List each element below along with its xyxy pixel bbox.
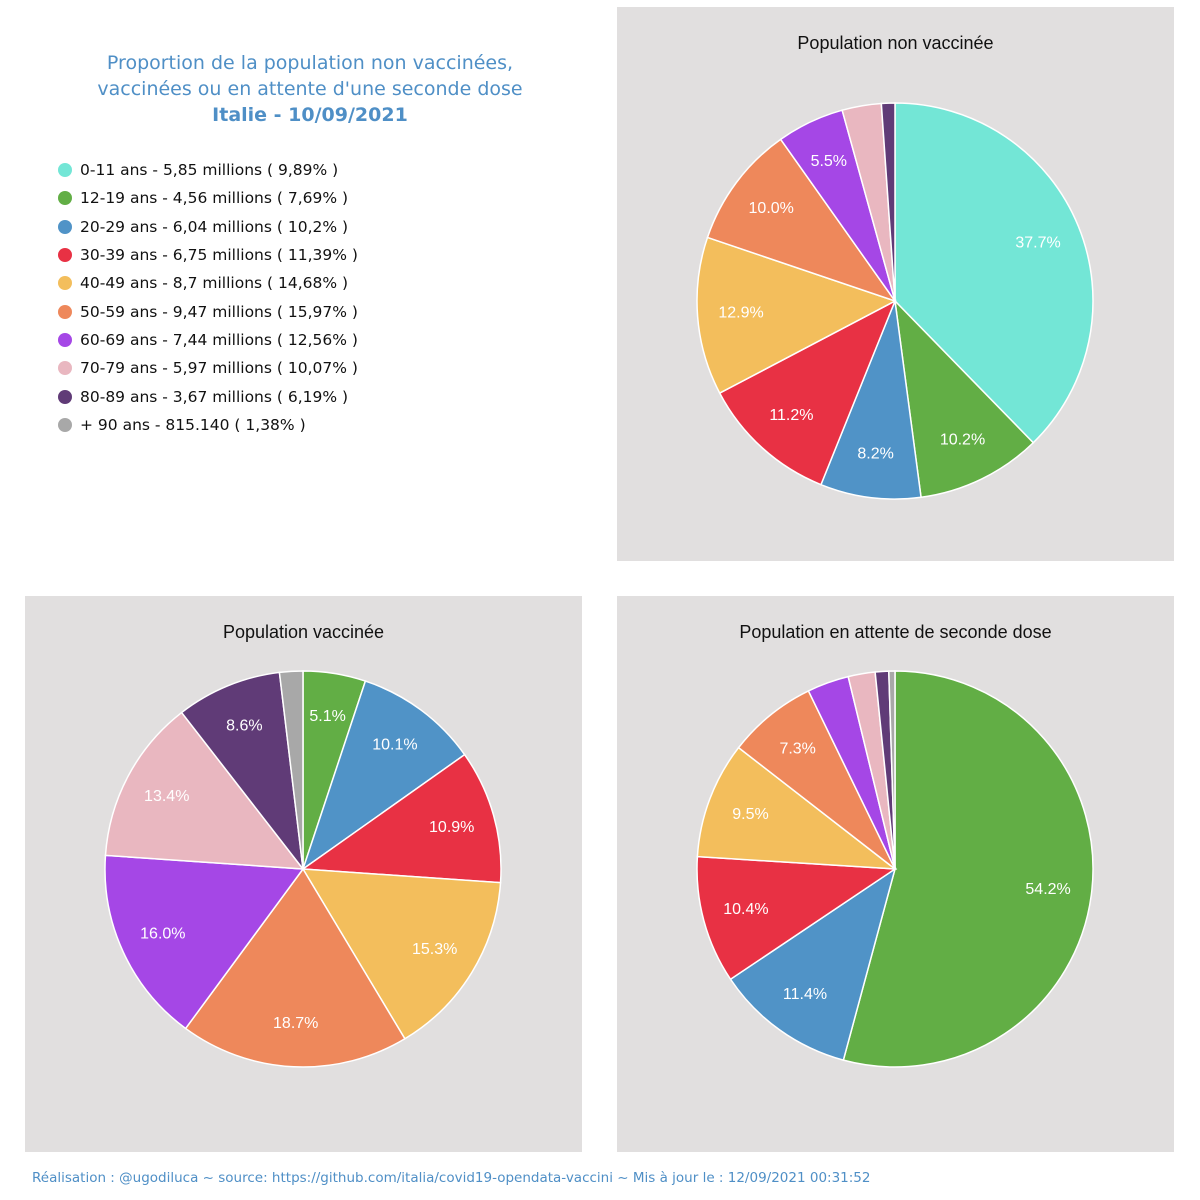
- pie-title-non-vaccinated: Population non vaccinée: [797, 33, 994, 53]
- legend-label: 70-79 ans - 5,97 millions ( 10,07% ): [80, 359, 358, 378]
- pie-slice-12-19-ans: [893, 298, 1035, 499]
- title-line-3: Italie - 10/09/2021: [212, 104, 408, 126]
- legend-label: 0-11 ans - 5,85 millions ( 9,89% ): [80, 161, 339, 180]
- pie-slice-40-49-ans: [301, 868, 502, 1040]
- pie-slice-label: 10.2%: [940, 431, 985, 448]
- legend-swatch: [58, 389, 72, 404]
- pie-slice-label: 10.4%: [723, 901, 768, 918]
- legend-swatch: [58, 191, 72, 206]
- pie-title-vaccinated: Population vaccinée: [222, 622, 385, 642]
- legend-swatch: [58, 332, 72, 347]
- pie-panel-vaccinated: Population vaccinée 5.1% 10.1% 10.9% 15.3% 1…: [25, 596, 582, 1152]
- pie-slice-label: 11.4%: [783, 986, 827, 1003]
- pie-title-second-dose: Population en attente de seconde dose: [739, 622, 1052, 642]
- pie-slice-12-19-ans: [842, 670, 1094, 1068]
- title-line-1: Proportion de la population non vaccinée…: [106, 52, 514, 74]
- pie-chart-vaccinated: 5.1% 10.1% 10.9% 15.3% 18.7% 16.0% 13.4% 8.6%: [104, 670, 502, 1068]
- pie-slice-20-29-ans: [729, 867, 897, 1062]
- pie-slice-label: 54.2%: [1025, 881, 1070, 898]
- legend-label: 60-69 ans - 7,44 millions ( 12,56% ): [80, 330, 358, 349]
- legend-item: 40-49 ans - 8,7 millions ( 14,68% ): [58, 269, 358, 297]
- pie-slice--90-ans: [278, 670, 304, 870]
- pie-slice-label: 11.2%: [769, 407, 813, 424]
- legend-item: 80-89 ans - 3,67 millions ( 6,19% ): [58, 382, 358, 410]
- legend-item: 30-39 ans - 6,75 millions ( 11,39% ): [58, 241, 358, 269]
- pie-panel-second-dose: Population en attente de seconde dose 54…: [617, 596, 1174, 1152]
- legend-label: 30-39 ans - 6,75 millions ( 11,39% ): [80, 246, 358, 265]
- legend-label: 40-49 ans - 8,7 millions ( 14,68% ): [80, 274, 349, 293]
- legend-label: 20-29 ans - 6,04 millions ( 10,2% ): [80, 217, 349, 236]
- legend-swatch: [58, 417, 72, 432]
- legend-item: 50-59 ans - 9,47 millions ( 15,97% ): [58, 297, 358, 325]
- pie-slice-0-11-ans: [894, 102, 1094, 444]
- legend-item: 0-11 ans - 5,85 millions ( 9,89% ): [58, 156, 358, 184]
- pie-slice-20-29-ans: [819, 298, 922, 500]
- pie-slice-label: 18.7%: [273, 1015, 318, 1032]
- pie-slice-label: 5.1%: [309, 708, 345, 725]
- legend-swatch: [58, 276, 72, 291]
- pie-slice-80-89-ans: [180, 671, 305, 872]
- pie-slice-80-89-ans: [880, 102, 896, 302]
- pie-slice-40-49-ans: [696, 746, 898, 870]
- pie-slice-60-69-ans: [104, 854, 305, 1030]
- pie-chart-second-dose: 54.2% 11.4% 10.4% 9.5% 7.3%: [696, 670, 1094, 1068]
- legend-swatch: [58, 219, 72, 234]
- legend-item: 60-69 ans - 7,44 millions ( 12,56% ): [58, 326, 358, 354]
- legend-swatch: [58, 248, 72, 263]
- pie-slice--90-ans: [888, 670, 896, 870]
- legend-swatch: [58, 304, 72, 319]
- legend-item: 12-19 ans - 4,56 millions ( 7,69% ): [58, 184, 358, 212]
- pie-slice-20-29-ans: [301, 680, 466, 871]
- legend-label: 12-19 ans - 4,56 millions ( 7,69% ): [80, 189, 349, 208]
- footer-credits: Réalisation : @ugodiluca ~ source: https…: [32, 1170, 871, 1186]
- legend-swatch: [58, 361, 72, 376]
- pie-slice-30-39-ans: [300, 753, 502, 884]
- pie-slice-label: 8.6%: [226, 718, 262, 735]
- legend-item: 20-29 ans - 6,04 millions ( 10,2% ): [58, 213, 358, 241]
- legend-label: 80-89 ans - 3,67 millions ( 6,19% ): [80, 387, 349, 406]
- legend-swatch: [58, 163, 72, 178]
- pie-slice-40-49-ans: [696, 236, 897, 395]
- pie-slice-50-59-ans: [706, 138, 897, 303]
- pie-slice-label: 8.2%: [857, 446, 893, 463]
- pie-slice-label: 10.0%: [749, 200, 794, 217]
- title-line-2: vaccinées ou en attente d'une seconde do…: [97, 78, 523, 100]
- legend-item: 70-79 ans - 5,97 millions ( 10,07% ): [58, 354, 358, 382]
- pie-slice-label: 16.0%: [140, 925, 185, 942]
- pie-slice-label: 5.5%: [811, 153, 847, 170]
- pie-slice-70-79-ans: [104, 711, 305, 870]
- legend-label: + 90 ans - 815.140 ( 1,38% ): [80, 415, 306, 434]
- pie-panel-non-vaccinated: Population non vaccinée 37.7% 10.2% 8.2% 11…: [617, 7, 1174, 561]
- pie-slice-label: 13.4%: [144, 788, 189, 805]
- legend-item: + 90 ans - 815.140 ( 1,38% ): [58, 411, 358, 439]
- pie-slice-30-39-ans: [718, 299, 897, 486]
- pie-slice-label: 9.5%: [732, 806, 768, 823]
- pie-slice-label: 12.9%: [718, 305, 763, 322]
- pie-slice-label: 15.3%: [412, 941, 457, 958]
- pie-slice-label: 37.7%: [1015, 234, 1060, 251]
- pie-slice-30-39-ans: [696, 855, 898, 981]
- pie-slice-label: 10.1%: [372, 736, 417, 753]
- legend: 0-11 ans - 5,85 millions ( 9,89% ) 12-19 …: [58, 156, 358, 439]
- pie-slice-label: 7.3%: [779, 741, 815, 758]
- chart-title: Proportion de la population non vaccinée…: [20, 50, 600, 128]
- pie-chart-non-vaccinated: 37.7% 10.2% 8.2% 11.2% 12.9% 10.0% 5.5%: [696, 102, 1094, 500]
- pie-slice-label: 10.9%: [429, 819, 474, 836]
- pie-slice-50-59-ans: [184, 867, 406, 1068]
- legend-label: 50-59 ans - 9,47 millions ( 15,97% ): [80, 302, 358, 321]
